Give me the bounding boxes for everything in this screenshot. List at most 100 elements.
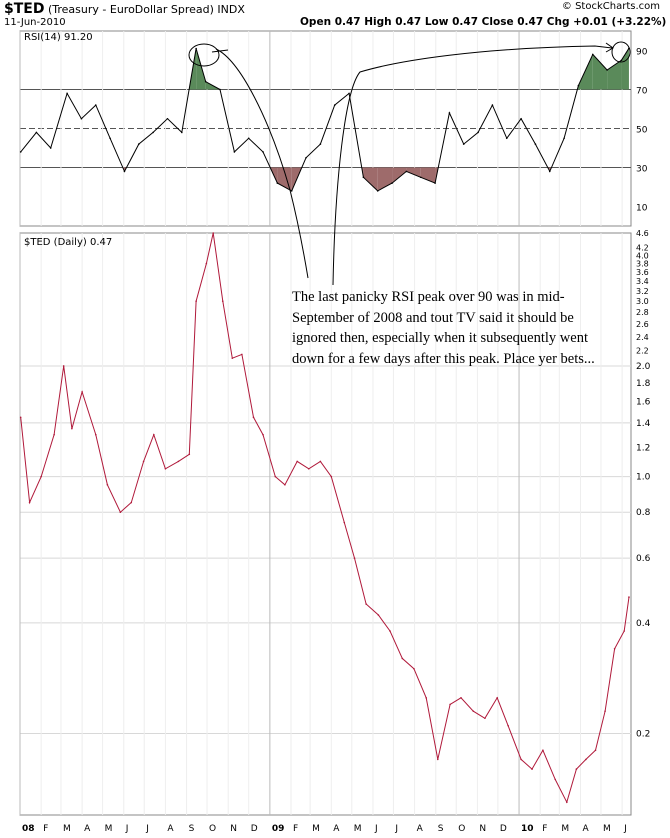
month-label: A [167, 824, 174, 834]
price-point [554, 778, 557, 781]
price-point [212, 232, 214, 234]
rsi-point [137, 143, 140, 145]
rsi-overbought-fill [607, 60, 622, 90]
annotation-arrowhead [605, 42, 614, 53]
price-point [130, 501, 133, 504]
rsi-point [520, 117, 522, 120]
symbol: $TED [4, 1, 45, 17]
price-point [343, 521, 346, 524]
price-point [231, 357, 234, 359]
price-point [449, 703, 451, 706]
price-tick-label: 0.8 [636, 508, 651, 518]
rsi-overbought-fill [621, 48, 629, 90]
rsi-legend: RSI(14) 91.20 [24, 32, 93, 43]
rsi-point [376, 190, 379, 192]
price-point [81, 391, 83, 393]
price-point [221, 300, 224, 303]
rsi-point [109, 137, 111, 140]
rsi-point [434, 182, 436, 184]
rsi-point [262, 151, 264, 153]
rsi-point [305, 156, 307, 159]
rsi-point [166, 117, 169, 120]
rsi-oversold-fill [420, 167, 436, 184]
rsi-overbought-fill [196, 48, 206, 90]
rsi-point [123, 170, 126, 173]
rsi-peak-circle-2008 [188, 43, 220, 67]
price-point [62, 365, 65, 367]
price-point [628, 596, 630, 598]
rsi-point [66, 92, 68, 95]
rsi-point [195, 47, 197, 50]
rsi-point [419, 176, 422, 179]
annotation-tick [211, 49, 229, 53]
rsi-oversold-fill [392, 167, 407, 184]
price-point [252, 416, 255, 419]
price-point [40, 475, 42, 478]
price-point [496, 697, 498, 699]
price-tick-label: 2.0 [636, 362, 651, 372]
rsi-point [563, 137, 565, 140]
price-point [274, 475, 277, 478]
price-point [19, 416, 22, 419]
price-point [425, 697, 427, 699]
price-point [188, 453, 191, 456]
rsi-point [204, 80, 207, 83]
rsi-point [276, 182, 279, 184]
month-label: F [542, 824, 547, 834]
price-point [177, 460, 180, 463]
rsi-overbought-fill [592, 54, 608, 90]
month-label: J [374, 824, 378, 834]
price-point [542, 749, 544, 752]
rsi-point [94, 104, 97, 106]
price-point [205, 262, 208, 265]
annotation-curve-right [332, 45, 613, 286]
price-point [353, 557, 356, 559]
rsi-point [180, 131, 183, 134]
rsi-point [534, 143, 537, 145]
rsi-point [491, 104, 494, 106]
price-point [575, 768, 578, 770]
price-tick-label: 1.6 [636, 398, 651, 408]
price-point [284, 483, 286, 486]
month-label: D [251, 824, 258, 834]
price-tick-label: 3.4 [636, 277, 649, 286]
month-label: F [43, 824, 48, 834]
rsi-point [548, 170, 551, 173]
rsi-oversold-fill [406, 167, 421, 178]
month-label: J [623, 824, 627, 834]
price-tick-label: 2.2 [636, 347, 649, 356]
price-point [484, 717, 486, 720]
price-tick-label: 4.2 [636, 244, 649, 253]
watermark: © StockCharts.com [561, 1, 660, 12]
price-point [53, 433, 55, 436]
rsi-oversold-fill [363, 167, 378, 191]
month-label: N [479, 824, 486, 834]
rsi-point [591, 53, 594, 56]
month-label: M [354, 824, 362, 834]
price-point [296, 460, 298, 463]
chart-title: $TED (Treasury - EuroDollar Spread) INDX [4, 1, 245, 17]
price-tick-label: 2.8 [636, 308, 649, 317]
month-label: M [105, 824, 113, 834]
price-point [307, 467, 310, 470]
price-tick-label: 4.0 [636, 251, 649, 260]
price-point [594, 749, 597, 752]
price-point [106, 483, 109, 486]
price-point [520, 758, 522, 761]
price-tick-label: 2.4 [636, 333, 649, 342]
month-label: O [209, 824, 216, 834]
price-tick-label: 0.4 [636, 619, 651, 629]
price-point [623, 630, 625, 632]
price-point [241, 353, 243, 356]
price-point [195, 300, 197, 303]
month-label: M [603, 824, 611, 834]
price-tick-label: 1.2 [636, 443, 650, 453]
price-point [460, 697, 462, 699]
price-tick-label: 1.4 [636, 419, 651, 429]
rsi-point [448, 112, 451, 114]
price-point [472, 710, 475, 712]
annotation-curve-left [215, 48, 309, 279]
month-label: N [230, 824, 237, 834]
price-point [142, 460, 145, 463]
month-label: A [84, 824, 91, 834]
